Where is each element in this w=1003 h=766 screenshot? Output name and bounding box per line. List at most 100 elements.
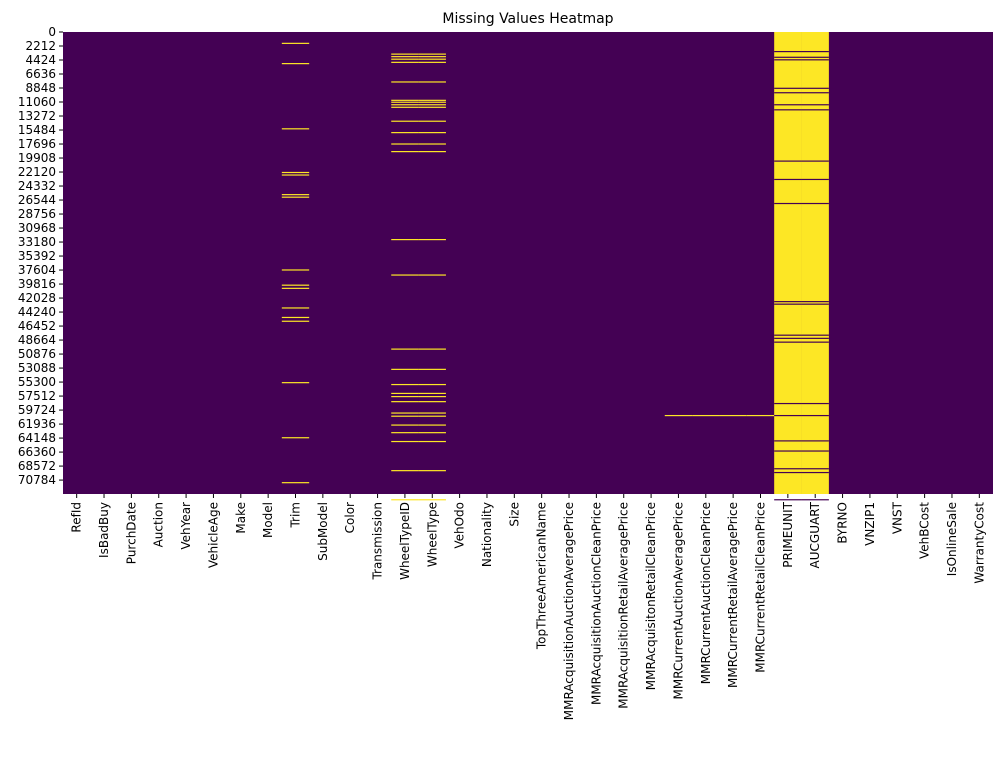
x-tick-label-warrantycost: WarrantyCost bbox=[972, 502, 986, 584]
x-tick-label-mmracquisitionauctionaverageprice: MMRAcquisitionAuctionAveragePrice bbox=[562, 502, 576, 720]
x-tick-label-vehodo: VehOdo bbox=[453, 502, 467, 549]
x-tick-label-vnst: VNST bbox=[890, 501, 904, 534]
y-tick-label: 8848 bbox=[25, 81, 56, 95]
present-mark-aucguart bbox=[801, 59, 829, 61]
y-tick-label: 33180 bbox=[18, 235, 56, 249]
y-tick-label: 70784 bbox=[18, 473, 56, 487]
present-mark-primeunit bbox=[774, 59, 802, 61]
missing-mark-wheeltypeid bbox=[391, 101, 419, 103]
missing-mark-wheeltype bbox=[418, 368, 446, 370]
heatmap-background bbox=[63, 32, 993, 494]
present-mark-aucguart bbox=[801, 414, 829, 417]
present-mark-primeunit bbox=[774, 414, 802, 417]
x-tick-label-model: Model bbox=[261, 502, 275, 538]
y-tick-label: 11060 bbox=[18, 95, 56, 109]
present-mark-aucguart bbox=[801, 303, 829, 305]
present-mark-aucguart bbox=[801, 109, 829, 111]
x-tick-label-nationality: Nationality bbox=[480, 502, 494, 567]
present-mark-aucguart bbox=[801, 440, 829, 442]
missing-mark-wheeltypeid bbox=[391, 238, 419, 241]
y-tick-label: 15484 bbox=[18, 123, 56, 137]
missing-column-aucguart bbox=[801, 32, 829, 494]
y-tick-label: 48664 bbox=[18, 333, 56, 347]
missing-mark-wheeltypeid bbox=[391, 151, 419, 153]
y-tick-label: 35392 bbox=[18, 249, 56, 263]
missing-mark-wheeltypeid bbox=[391, 120, 419, 122]
present-mark-primeunit bbox=[774, 109, 802, 111]
y-tick-label: 53088 bbox=[18, 361, 56, 375]
present-mark-aucguart bbox=[801, 178, 829, 181]
missing-mark-trim bbox=[281, 382, 310, 384]
missing-mark-wheeltypeid bbox=[391, 499, 419, 501]
missing-mark-mmrcurrentretailcleanprice bbox=[746, 414, 775, 417]
x-tick-label-primeunit: PRIMEUNIT bbox=[781, 501, 795, 567]
present-mark-primeunit bbox=[774, 303, 802, 305]
missing-mark-trim bbox=[281, 320, 310, 322]
missing-mark-wheeltypeid bbox=[391, 348, 419, 350]
x-tick-label-make: Make bbox=[234, 502, 248, 534]
missing-mark-wheeltype bbox=[418, 415, 446, 417]
x-tick-label-vehyear: VehYear bbox=[179, 502, 193, 550]
missing-mark-wheeltypeid bbox=[391, 81, 419, 83]
present-mark-primeunit bbox=[774, 202, 802, 205]
missing-mark-wheeltype bbox=[418, 120, 446, 122]
missing-mark-trim bbox=[281, 42, 310, 44]
missing-mark-wheeltype bbox=[418, 151, 446, 153]
y-tick-label: 64148 bbox=[18, 431, 56, 445]
x-tick-label-size: Size bbox=[507, 502, 521, 527]
x-tick-label-topthreeamericanname: TopThreeAmericanName bbox=[535, 502, 549, 650]
missing-mark-trim bbox=[281, 194, 310, 196]
present-mark-primeunit bbox=[774, 92, 802, 94]
present-mark-aucguart bbox=[801, 450, 829, 452]
missing-mark-wheeltypeid bbox=[391, 61, 419, 63]
present-mark-primeunit bbox=[774, 104, 802, 106]
missing-mark-trim bbox=[281, 174, 310, 176]
missing-mark-wheeltypeid bbox=[391, 395, 419, 398]
missing-mark-wheeltype bbox=[418, 106, 446, 108]
missing-mark-trim bbox=[281, 316, 310, 319]
missing-mark-wheeltype bbox=[418, 53, 446, 55]
missing-mark-wheeltype bbox=[418, 104, 446, 106]
missing-mark-wheeltypeid bbox=[391, 432, 419, 434]
missing-mark-wheeltype bbox=[418, 132, 446, 134]
y-tick-label: 30968 bbox=[18, 221, 56, 235]
missing-mark-wheeltypeid bbox=[391, 53, 419, 55]
y-tick-label: 22120 bbox=[18, 165, 56, 179]
x-tick-label-submodel: SubModel bbox=[316, 502, 330, 561]
heatmap-plot-area bbox=[63, 32, 993, 501]
missing-mark-wheeltype bbox=[418, 470, 446, 472]
y-tick-label: 66360 bbox=[18, 445, 56, 459]
present-mark-aucguart bbox=[801, 92, 829, 94]
x-tick-label-auction: Auction bbox=[152, 502, 166, 547]
present-mark-aucguart bbox=[801, 499, 829, 501]
x-tick-label-mmrcurrentretailcleanprice: MMRCurrentRetailCleanPrice bbox=[754, 502, 768, 673]
x-tick-label-aucguart: AUCGUART bbox=[808, 501, 822, 568]
x-tick-label-mmrcurrentauctionaverageprice: MMRCurrentAuctionAveragePrice bbox=[671, 502, 685, 699]
missing-mark-wheeltype bbox=[418, 499, 446, 501]
x-tick-label-vehicleage: VehicleAge bbox=[206, 502, 220, 568]
x-tick-label-wheeltype: WheelType bbox=[425, 502, 439, 567]
y-tick-label: 4424 bbox=[25, 53, 56, 67]
missing-mark-wheeltype bbox=[418, 401, 446, 403]
y-tick-label: 6636 bbox=[25, 67, 56, 81]
y-tick-label: 57512 bbox=[18, 389, 56, 403]
y-tick-label: 68572 bbox=[18, 459, 56, 473]
y-tick-label: 39816 bbox=[18, 277, 56, 291]
y-tick-label: 2212 bbox=[25, 39, 56, 53]
missing-mark-trim bbox=[281, 482, 310, 484]
present-mark-primeunit bbox=[774, 440, 802, 442]
missing-mark-wheeltype bbox=[418, 383, 446, 386]
x-tick-label-wheeltypeid: WheelTypeID bbox=[398, 502, 412, 580]
y-tick-label: 26544 bbox=[18, 193, 56, 207]
missing-mark-wheeltype bbox=[418, 99, 446, 101]
missing-mark-trim bbox=[281, 287, 310, 289]
present-mark-aucguart bbox=[801, 50, 829, 53]
missing-mark-wheeltype bbox=[418, 392, 446, 395]
x-tick-label-mmracquisitionretailaverageprice: MMRAcquisitionRetailAveragePrice bbox=[617, 502, 631, 709]
missing-mark-wheeltype bbox=[418, 274, 446, 276]
present-mark-aucguart bbox=[801, 104, 829, 106]
missing-mark-wheeltype bbox=[418, 348, 446, 350]
present-mark-primeunit bbox=[774, 402, 802, 405]
missing-mark-wheeltypeid bbox=[391, 424, 419, 426]
x-tick-label-isonlinesale: IsOnlineSale bbox=[945, 502, 959, 576]
